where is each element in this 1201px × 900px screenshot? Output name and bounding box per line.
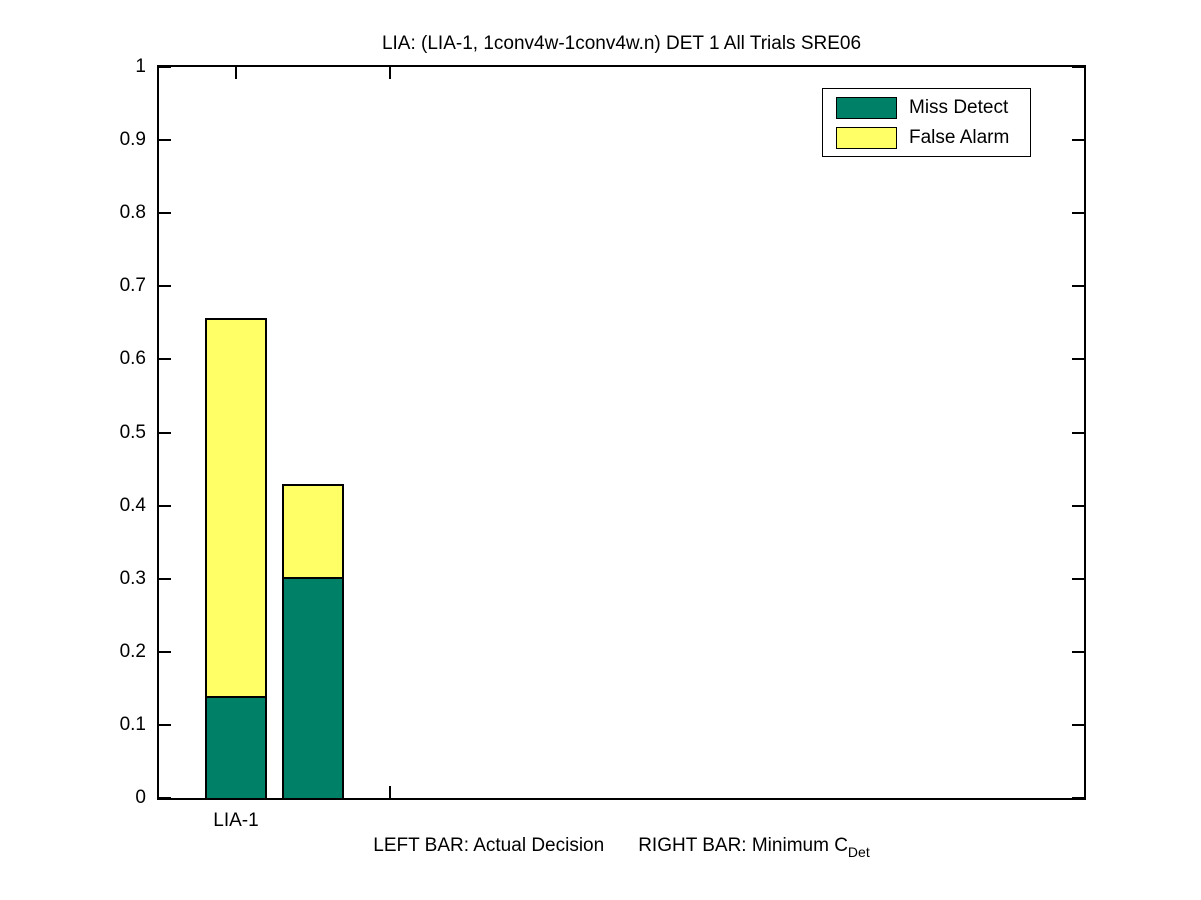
y-axis-tick-right — [1072, 797, 1084, 799]
y-axis-tick-right — [1072, 724, 1084, 726]
y-axis-tick-label: 0.6 — [119, 348, 146, 369]
legend-label-false-alarm: False Alarm — [909, 127, 1010, 148]
bar-actual-decision — [205, 318, 267, 798]
y-axis-tick-label: 0 — [135, 787, 146, 808]
x-axis-tick-bottom — [389, 786, 391, 798]
x-axis-tick-top — [389, 67, 391, 79]
bar-segment-miss-detect — [282, 577, 344, 798]
y-axis-tick-label: 0.3 — [119, 568, 146, 589]
y-axis-tick-left — [159, 139, 171, 141]
y-axis-tick-right — [1072, 358, 1084, 360]
bar-segment-miss-detect — [205, 696, 267, 798]
legend-label-miss-detect: Miss Detect — [909, 97, 1009, 118]
y-axis-tick-label: 1 — [135, 56, 146, 77]
y-axis-tick-right — [1072, 139, 1084, 141]
y-axis-tick-right — [1072, 432, 1084, 434]
bar-segment-false-alarm — [282, 484, 344, 577]
y-axis-tick-left — [159, 432, 171, 434]
plot-area — [157, 65, 1086, 800]
y-axis-tick-left — [159, 797, 171, 799]
bar-minimum-cdet — [282, 484, 344, 798]
y-axis-tick-right — [1072, 212, 1084, 214]
caption-right-bar: RIGHT BAR: Minimum C — [638, 835, 848, 856]
x-axis-tick-label: LIA-1 — [213, 810, 259, 831]
y-axis-tick-left — [159, 212, 171, 214]
y-axis-tick-label: 0.1 — [119, 714, 146, 735]
y-axis-tick-left — [159, 651, 171, 653]
caption-cdet-subscript: Det — [847, 844, 870, 860]
y-axis-tick-right — [1072, 66, 1084, 68]
bar-segment-false-alarm — [205, 318, 267, 696]
legend-swatch-miss-detect — [836, 97, 897, 119]
y-axis-tick-label: 0.7 — [119, 275, 146, 296]
caption-left-bar: LEFT BAR: Actual Decision — [373, 835, 605, 856]
y-axis-tick-label: 0.8 — [119, 202, 146, 223]
legend-swatch-false-alarm — [836, 127, 897, 149]
x-axis-caption: LEFT BAR: Actual Decision RIGHT BAR: Mini… — [157, 835, 1086, 863]
x-axis-tick-top — [235, 67, 237, 79]
y-axis-tick-left — [159, 578, 171, 580]
legend: Miss Detect False Alarm — [822, 88, 1031, 157]
y-axis-tick-label: 0.9 — [119, 129, 146, 150]
y-axis-tick-left — [159, 724, 171, 726]
y-axis-tick-left — [159, 285, 171, 287]
y-axis-tick-left — [159, 505, 171, 507]
y-axis-tick-label: 0.4 — [119, 495, 146, 516]
y-axis-tick-label: 0.2 — [119, 641, 146, 662]
y-axis-tick-left — [159, 358, 171, 360]
y-axis-tick-left — [159, 66, 171, 68]
y-axis-tick-right — [1072, 651, 1084, 653]
y-axis-tick-right — [1072, 505, 1084, 507]
chart-title: LIA: (LIA-1, 1conv4w-1conv4w.n) DET 1 Al… — [381, 33, 862, 54]
y-axis-tick-right — [1072, 285, 1084, 287]
y-axis-tick-right — [1072, 578, 1084, 580]
y-axis-tick-label: 0.5 — [119, 422, 146, 443]
